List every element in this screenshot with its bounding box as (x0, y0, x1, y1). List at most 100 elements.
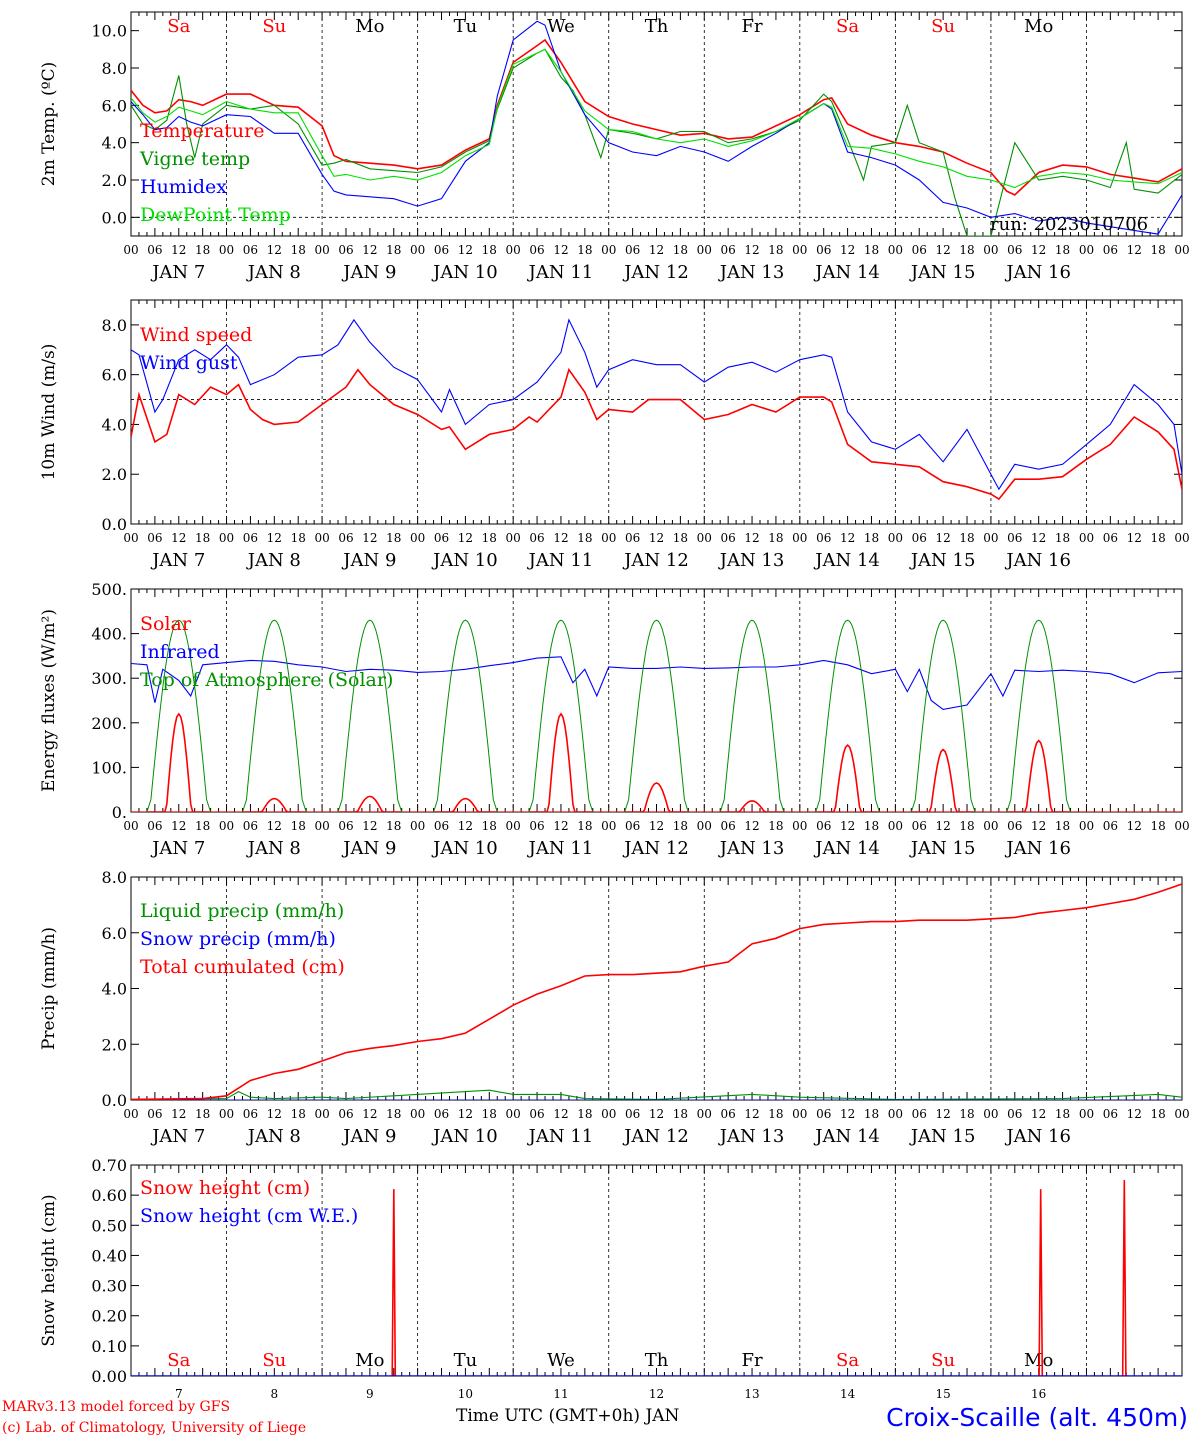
hour-tick-label: 06 (434, 1107, 449, 1121)
hour-tick-label: 18 (673, 819, 688, 833)
date-label: JAN 11 (527, 1126, 594, 1147)
hour-tick-label: 18 (291, 1107, 306, 1121)
series-solar (242, 797, 307, 812)
date-label: JAN 14 (813, 262, 880, 283)
hour-tick-label: 18 (1150, 1107, 1165, 1121)
hour-tick-label: 12 (649, 531, 664, 545)
hour-tick-label: 18 (291, 243, 306, 257)
hour-tick-label: 06 (625, 1107, 640, 1121)
date-label: JAN 9 (341, 838, 396, 859)
hour-tick-label: 00 (123, 531, 138, 545)
date-label: JAN 12 (622, 262, 689, 283)
hour-tick-label: 18 (577, 819, 592, 833)
y-tick-label: 2.0 (102, 465, 127, 484)
y-tick-label: 4.0 (102, 415, 127, 434)
hour-tick-label: 12 (171, 819, 186, 833)
series-top-of-atmosphere-solar- (815, 619, 880, 812)
hour-tick-label: 00 (792, 1107, 807, 1121)
series-top-of-atmosphere-solar- (910, 619, 976, 812)
hour-tick-label: 18 (864, 531, 879, 545)
hour-tick-label: 18 (768, 531, 783, 545)
hour-tick-label: 00 (792, 243, 807, 257)
hour-tick-label: 06 (147, 531, 162, 545)
legend-series-wind-gust: Wind gust (140, 352, 238, 374)
date-label: JAN 16 (1004, 262, 1071, 283)
series-solar (433, 797, 498, 812)
series-infrared (131, 656, 1182, 710)
date-label: JAN 10 (431, 262, 498, 283)
hour-tick-label: 06 (816, 243, 831, 257)
day-number-label: 8 (270, 1387, 278, 1401)
date-label: JAN 13 (718, 262, 785, 283)
hour-tick-label: 12 (553, 243, 568, 257)
day-number-label: 13 (744, 1387, 759, 1401)
y-tick-label: 8.0 (102, 316, 127, 335)
series-solar (1006, 739, 1071, 812)
date-label: JAN 7 (150, 1126, 205, 1147)
y-tick-label: 6.0 (102, 96, 127, 115)
weekday-label: Mo (355, 1350, 384, 1371)
weekday-label: Fr (741, 1350, 762, 1371)
date-label: JAN 15 (909, 1126, 976, 1147)
hour-tick-label: 06 (147, 243, 162, 257)
weekday-label: Tu (454, 1350, 478, 1371)
series-solar (529, 712, 593, 812)
hour-tick-label: 12 (1031, 531, 1046, 545)
series-group (131, 619, 1182, 812)
date-label: JAN 8 (246, 1126, 301, 1147)
hour-tick-label: 12 (1127, 531, 1142, 545)
y-tick-label: 500. (91, 580, 127, 599)
hour-tick-label: 06 (1103, 1107, 1118, 1121)
series-solar (911, 748, 975, 812)
date-label: JAN 16 (1004, 1126, 1071, 1147)
series-snow-height-cm--spike (1121, 1180, 1127, 1376)
series-top-of-atmosphere-solar- (528, 619, 594, 812)
hour-tick-label: 00 (314, 243, 329, 257)
series-top-of-atmosphere-solar- (1006, 619, 1071, 812)
hour-tick-label: 00 (314, 819, 329, 833)
hour-tick-label: 00 (410, 531, 425, 545)
y-tick-label: 400. (91, 625, 127, 644)
hour-tick-label: 18 (673, 531, 688, 545)
series-top-of-atmosphere-solar- (146, 619, 212, 812)
y-tick-label: 0.0 (102, 515, 127, 534)
x-axis-title: Time UTC (GMT+0h) JAN (456, 1406, 680, 1426)
hour-tick-label: 18 (386, 243, 401, 257)
hour-tick-label: 18 (673, 1107, 688, 1121)
hour-tick-label: 06 (625, 243, 640, 257)
hour-tick-label: 18 (577, 1107, 592, 1121)
hour-tick-label: 06 (338, 243, 353, 257)
hour-tick-label: 06 (721, 531, 736, 545)
hour-tick-label: 00 (601, 1107, 616, 1121)
series-wind-speed (131, 367, 1182, 501)
hour-tick-label: 12 (362, 531, 377, 545)
hour-tick-label: 00 (123, 1107, 138, 1121)
hour-tick-label: 00 (1174, 819, 1189, 833)
hour-tick-label: 06 (338, 819, 353, 833)
hour-tick-label: 12 (649, 1107, 664, 1121)
weekday-label: Mo (355, 16, 384, 37)
legend-series-snow-precip-mm-h-: Snow precip (mm/h) (140, 928, 336, 950)
day-number-label: 15 (935, 1387, 950, 1401)
series-group (131, 1180, 1182, 1376)
hour-tick-label: 12 (267, 819, 282, 833)
weekday-label: Su (931, 16, 955, 37)
date-label: JAN 11 (527, 838, 594, 859)
hour-tick-label: 06 (721, 819, 736, 833)
date-label: JAN 12 (622, 1126, 689, 1147)
hour-tick-label: 18 (864, 243, 879, 257)
plot-frame (130, 11, 1183, 237)
hour-tick-label: 18 (1055, 531, 1070, 545)
date-label: JAN 7 (150, 838, 205, 859)
weekday-label: Sa (167, 16, 190, 37)
hour-tick-label: 06 (816, 1107, 831, 1121)
y-tick-label: 0.60 (91, 1186, 127, 1205)
hour-tick-label: 00 (314, 1107, 329, 1121)
hour-tick-label: 12 (267, 243, 282, 257)
hour-tick-label: 12 (362, 243, 377, 257)
y-tick-label: 0.0 (102, 1091, 127, 1110)
hour-tick-label: 00 (506, 531, 521, 545)
series-snow-height-cm--spike (1038, 1189, 1044, 1376)
date-label: JAN 15 (909, 550, 976, 571)
